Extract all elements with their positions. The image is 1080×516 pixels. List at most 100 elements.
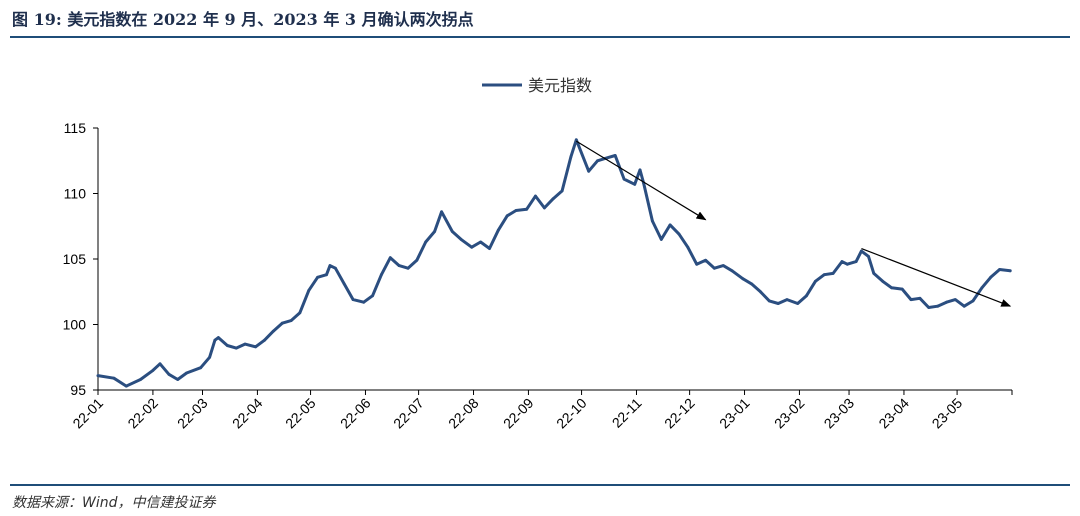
data-point	[185, 371, 189, 375]
data-point	[351, 298, 355, 301]
data-point	[496, 228, 500, 232]
x-tick-label: 23-03	[821, 395, 858, 432]
data-point	[479, 240, 482, 244]
data-point	[380, 273, 383, 277]
data-point	[525, 207, 529, 211]
data-point	[872, 272, 876, 275]
y-tick-label: 95	[70, 382, 86, 398]
data-point	[424, 240, 428, 244]
data-point	[459, 238, 463, 241]
figure-title: 图 19: 美元指数在 2022 年 9 月、2023 年 3 月确认两次拐点	[12, 10, 474, 29]
data-point	[167, 372, 171, 376]
title-rule	[10, 36, 1070, 38]
data-point	[909, 298, 913, 301]
x-tick-label: 22-08	[445, 395, 482, 432]
x-tick-label: 23-01	[716, 395, 753, 432]
data-point	[759, 290, 762, 294]
data-point	[176, 378, 180, 381]
data-point	[158, 362, 162, 366]
data-point	[998, 268, 1001, 271]
data-point	[243, 342, 247, 346]
x-tick-label: 22-02	[124, 395, 161, 432]
data-point	[560, 189, 564, 193]
x-tick-label: 22-04	[229, 395, 266, 432]
data-point	[124, 384, 128, 388]
series-line-usd-index	[96, 138, 1012, 388]
trend-arrow-2	[861, 247, 1012, 307]
x-tick-label: 22-11	[609, 395, 645, 431]
data-point	[741, 277, 745, 281]
data-point	[980, 286, 984, 290]
data-point	[569, 155, 573, 159]
data-point	[289, 319, 293, 322]
data-point	[362, 300, 366, 304]
data-point	[534, 194, 537, 198]
data-point	[840, 260, 844, 263]
data-point	[936, 304, 939, 308]
data-point	[867, 255, 870, 258]
data-point	[854, 260, 858, 263]
data-point	[900, 287, 904, 291]
data-point	[638, 168, 642, 172]
data-point	[805, 294, 808, 298]
data-point	[371, 294, 374, 298]
data-point	[945, 300, 948, 304]
data-point	[254, 345, 257, 349]
data-point	[587, 169, 591, 173]
x-tick-label: 22-12	[661, 395, 698, 432]
x-tick-label: 22-06	[337, 395, 374, 432]
x-tick-label: 23-02	[771, 395, 808, 432]
data-point	[713, 266, 716, 270]
y-tick-label: 115	[64, 120, 87, 136]
data-point	[505, 214, 509, 218]
chart-area: 美元指数 95 100 105 110 115 22-01 22-02 22-03 22-04 2…	[63, 76, 1013, 432]
data-point	[989, 275, 993, 279]
y-tick-label: 110	[64, 186, 87, 202]
data-point	[730, 269, 734, 273]
data-point	[953, 298, 957, 301]
data-point	[860, 249, 863, 253]
data-point	[613, 154, 617, 157]
x-tick-label: 22-05	[282, 395, 319, 432]
data-point	[208, 355, 212, 359]
x-tick-label: 22-01	[69, 395, 106, 432]
data-point	[918, 296, 922, 300]
data-point	[596, 159, 599, 163]
data-point	[328, 264, 332, 267]
trend-arrow-1	[575, 140, 707, 221]
data-point	[213, 338, 217, 342]
data-point	[881, 279, 885, 283]
data-point	[325, 273, 328, 277]
data-point	[334, 266, 337, 270]
data-point	[776, 302, 780, 305]
data-point	[622, 177, 626, 181]
data-point	[272, 329, 275, 333]
x-tick-label: 23-04	[875, 395, 912, 432]
source-note: 数据来源：Wind，中信建投证券	[12, 495, 216, 511]
data-point	[551, 197, 555, 201]
data-point	[234, 346, 238, 350]
data-point	[686, 245, 690, 249]
data-point	[263, 338, 266, 342]
data-point	[307, 289, 311, 292]
data-point	[298, 311, 302, 315]
data-point	[633, 182, 637, 186]
data-point	[470, 245, 474, 249]
data-point	[397, 264, 401, 267]
data-point	[217, 336, 220, 339]
data-point	[831, 272, 835, 275]
data-point	[139, 378, 142, 381]
axes: 95 100 105 110 115 22-01 22-02 22-03 22-04 22-05 2…	[63, 120, 1013, 432]
data-point	[514, 209, 518, 212]
data-point	[225, 344, 229, 347]
data-point	[890, 286, 893, 290]
data-point	[151, 369, 155, 372]
data-point	[388, 256, 392, 260]
data-point	[750, 282, 753, 286]
data-point	[785, 298, 789, 301]
data-point	[651, 219, 654, 223]
data-point	[488, 247, 491, 250]
x-tick-label: 23-05	[929, 395, 966, 432]
data-point	[406, 266, 410, 270]
data-point	[695, 262, 699, 266]
